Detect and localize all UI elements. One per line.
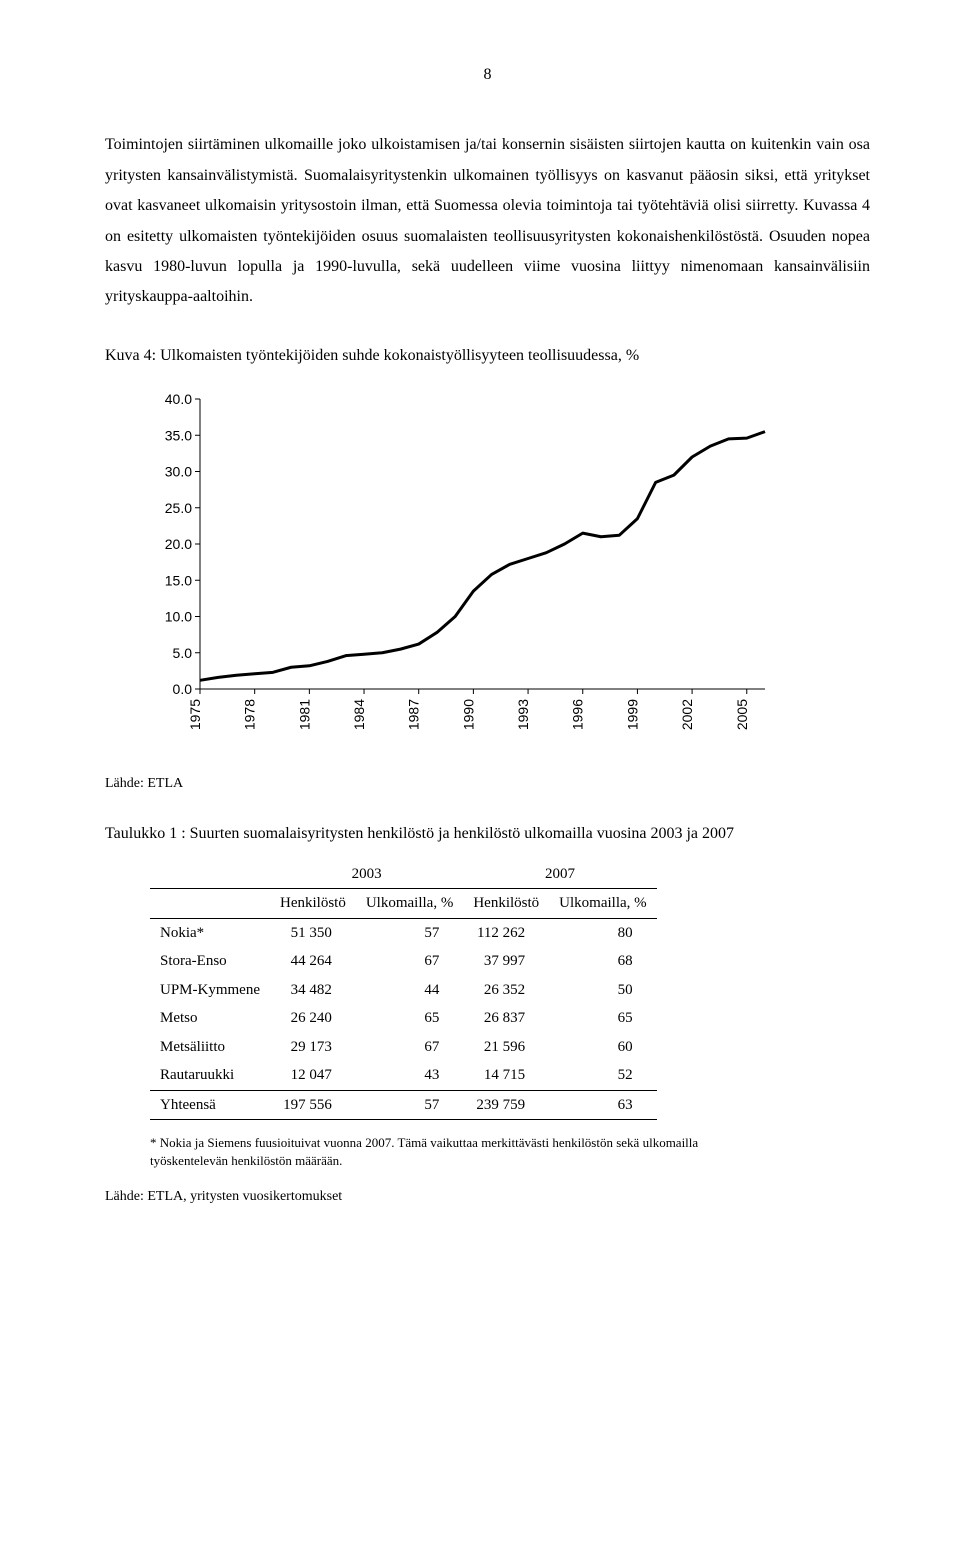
svg-text:1999: 1999 (624, 699, 640, 730)
cell: 112 262 (463, 918, 549, 947)
table-footnote: * Nokia ja Siemens fuusioituivat vuonna … (150, 1134, 710, 1170)
svg-text:1996: 1996 (570, 699, 586, 730)
company-name: Metso (150, 1004, 270, 1033)
table-row: UPM-Kymmene 34 482 44 26 352 50 (150, 976, 657, 1005)
svg-text:10.0: 10.0 (165, 609, 192, 625)
cell: 34 482 (270, 976, 356, 1005)
total-label: Yhteensä (150, 1090, 270, 1120)
cell: 12 047 (270, 1061, 356, 1090)
svg-text:5.0: 5.0 (173, 645, 193, 661)
cell: 44 264 (270, 947, 356, 976)
cell: 26 240 (270, 1004, 356, 1033)
svg-text:1978: 1978 (242, 699, 258, 730)
cell: 50 (549, 976, 656, 1005)
cell: 57 (356, 1090, 463, 1120)
svg-text:2005: 2005 (734, 699, 750, 730)
table-source: Lähde: ETLA, yritysten vuosikertomukset (105, 1184, 870, 1211)
cell: 65 (356, 1004, 463, 1033)
table-row: Rautaruukki 12 047 43 14 715 52 (150, 1061, 657, 1090)
cell: 67 (356, 1033, 463, 1062)
svg-text:0.0: 0.0 (173, 681, 193, 697)
cell: 57 (356, 918, 463, 947)
year-2007: 2007 (463, 860, 656, 889)
svg-text:1975: 1975 (187, 699, 203, 730)
col-ulkomailla-2007: Ulkomailla, % (549, 889, 656, 919)
chart-source: Lähde: ETLA (105, 771, 870, 798)
cell: 51 350 (270, 918, 356, 947)
svg-text:1981: 1981 (296, 699, 312, 730)
svg-text:15.0: 15.0 (165, 572, 192, 588)
svg-text:1990: 1990 (460, 699, 476, 730)
cell: 26 837 (463, 1004, 549, 1033)
table-header-row: Henkilöstö Ulkomailla, % Henkilöstö Ulko… (150, 889, 657, 919)
cell: 197 556 (270, 1090, 356, 1120)
cell: 26 352 (463, 976, 549, 1005)
table-total-row: Yhteensä 197 556 57 239 759 63 (150, 1090, 657, 1120)
company-table: 2003 2007 Henkilöstö Ulkomailla, % Henki… (150, 860, 657, 1121)
table-year-row: 2003 2007 (150, 860, 657, 889)
svg-text:1993: 1993 (515, 699, 531, 730)
body-paragraph: Toimintojen siirtäminen ulkomaille joko … (105, 130, 870, 312)
svg-text:35.0: 35.0 (165, 427, 192, 443)
cell: 239 759 (463, 1090, 549, 1120)
table-row: Metsäliitto 29 173 67 21 596 60 (150, 1033, 657, 1062)
table-row: Nokia* 51 350 57 112 262 80 (150, 918, 657, 947)
cell: 14 715 (463, 1061, 549, 1090)
cell: 44 (356, 976, 463, 1005)
cell: 29 173 (270, 1033, 356, 1062)
cell: 65 (549, 1004, 656, 1033)
table-row: Metso 26 240 65 26 837 65 (150, 1004, 657, 1033)
company-name: Stora-Enso (150, 947, 270, 976)
cell: 21 596 (463, 1033, 549, 1062)
col-henkilosto-2007: Henkilöstö (463, 889, 549, 919)
svg-text:1987: 1987 (406, 699, 422, 730)
figure-caption: Kuva 4: Ulkomaisten työntekijöiden suhde… (105, 341, 870, 371)
table-title: Taulukko 1 : Suurten suomalaisyritysten … (105, 819, 870, 849)
cell: 68 (549, 947, 656, 976)
year-2003: 2003 (270, 860, 463, 889)
col-henkilosto-2003: Henkilöstö (270, 889, 356, 919)
svg-text:2002: 2002 (679, 699, 695, 730)
cell: 80 (549, 918, 656, 947)
cell: 63 (549, 1090, 656, 1120)
company-name: UPM-Kymmene (150, 976, 270, 1005)
svg-text:1984: 1984 (351, 699, 367, 730)
company-name: Metsäliitto (150, 1033, 270, 1062)
company-name: Rautaruukki (150, 1061, 270, 1090)
page-number: 8 (105, 60, 870, 90)
cell: 37 997 (463, 947, 549, 976)
table-row: Stora-Enso 44 264 67 37 997 68 (150, 947, 657, 976)
svg-text:40.0: 40.0 (165, 391, 192, 407)
cell: 60 (549, 1033, 656, 1062)
svg-text:20.0: 20.0 (165, 536, 192, 552)
cell: 67 (356, 947, 463, 976)
cell: 52 (549, 1061, 656, 1090)
company-name: Nokia* (150, 918, 270, 947)
line-chart: 0.0 5.0 10.0 15.0 20.0 25.0 30.0 35.0 40.0 1975 19… (150, 389, 870, 760)
svg-text:25.0: 25.0 (165, 500, 192, 516)
svg-text:30.0: 30.0 (165, 464, 192, 480)
col-ulkomailla-2003: Ulkomailla, % (356, 889, 463, 919)
cell: 43 (356, 1061, 463, 1090)
